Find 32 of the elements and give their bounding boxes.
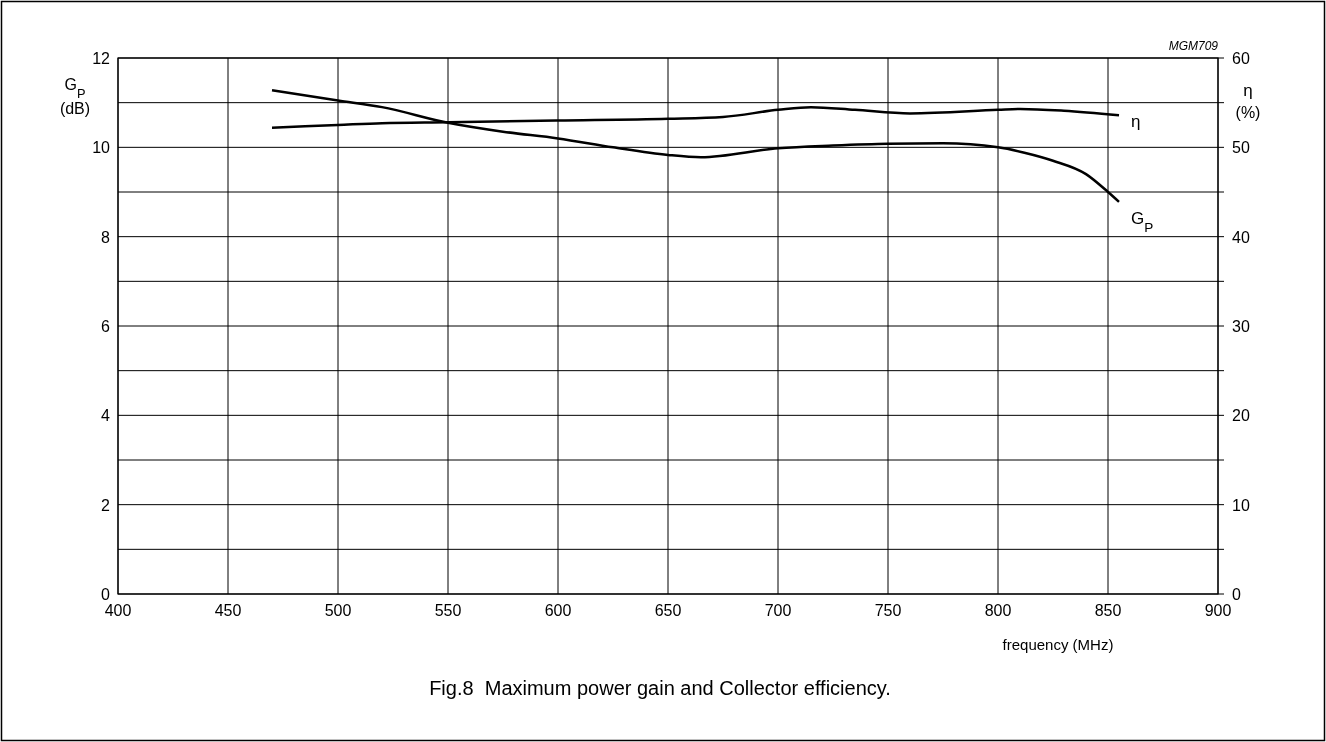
text: Fig.8 Maximum power gain and Collector efficiency. xyxy=(429,677,891,699)
y-tick-label: 12 xyxy=(92,50,111,67)
x-tick-label: 400 xyxy=(104,602,132,619)
y-tick-label: 8 xyxy=(101,228,111,246)
x-tick-label: 450 xyxy=(214,602,242,619)
y2-tick-label: 30 xyxy=(1232,318,1250,335)
series-label: η xyxy=(1131,112,1141,132)
y-axis-title: G$_{P}$ (dB) xyxy=(59,76,91,117)
y-tick-label: 6 xyxy=(101,318,111,335)
x-tick-label: 900 xyxy=(1204,602,1232,619)
y-tick-label: 0 xyxy=(101,586,111,603)
x-tick-label: 650 xyxy=(654,602,682,619)
x-tick-label: 700 xyxy=(764,602,792,619)
y2-axis-title: η (%) xyxy=(1235,81,1261,121)
y-tick-label: 10 xyxy=(92,139,111,157)
x-tick-label: 600 xyxy=(544,602,572,619)
y2-tick-label: 60 xyxy=(1232,50,1250,67)
x-tick-label: 800 xyxy=(984,602,1012,619)
x-axis-title: frequency (MHz) xyxy=(1002,636,1114,653)
x-tick-label: 500 xyxy=(324,602,352,619)
y2-tick-label: 20 xyxy=(1232,407,1250,425)
y2-tick-label: 40 xyxy=(1232,228,1250,246)
y2-tick-label: 0 xyxy=(1232,586,1241,603)
text: MGM709 xyxy=(1168,39,1219,53)
x-tick-label: 850 xyxy=(1094,602,1122,619)
series-label: G$_{P}$ xyxy=(1131,208,1154,235)
y2-tick-label: 10 xyxy=(1232,496,1250,514)
y-tick-label: 2 xyxy=(101,496,111,514)
y-tick-label: 4 xyxy=(101,407,111,425)
x-tick-label: 750 xyxy=(874,602,902,619)
y2-tick-label: 50 xyxy=(1232,139,1250,157)
x-tick-label: 550 xyxy=(434,602,462,619)
